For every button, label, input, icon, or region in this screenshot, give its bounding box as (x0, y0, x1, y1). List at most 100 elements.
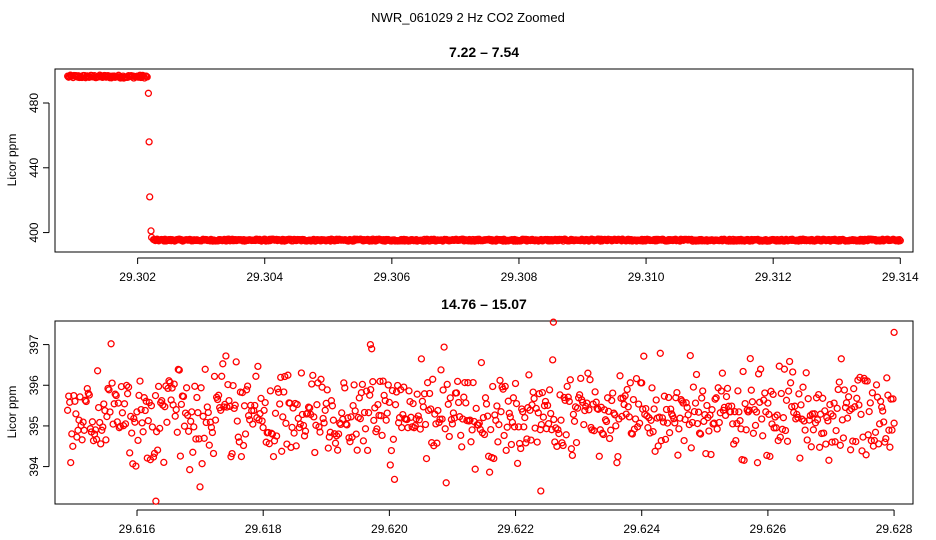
data-point (805, 416, 813, 424)
data-point (840, 386, 849, 394)
x-tick-label: 29.314 (882, 270, 919, 284)
data-point (718, 369, 727, 377)
data-point (550, 415, 558, 424)
data-point (176, 452, 185, 460)
data-point (872, 381, 881, 389)
data-point (295, 423, 303, 432)
data-point (494, 438, 502, 446)
data-point (188, 408, 196, 416)
data-point (851, 403, 859, 411)
data-point (350, 381, 358, 389)
data-point (813, 416, 822, 424)
data-point (822, 440, 830, 448)
data-point (769, 390, 777, 399)
data-point (830, 399, 838, 407)
data-point (761, 389, 769, 397)
data-point (784, 387, 793, 395)
data-point (237, 452, 246, 461)
data-point (68, 430, 76, 438)
data-point (110, 400, 118, 408)
data-point (258, 417, 266, 425)
panel-1-ylabel: Licor ppm (5, 134, 19, 187)
data-point (782, 396, 791, 404)
data-point (815, 443, 824, 451)
data-point (384, 381, 392, 389)
data-point (119, 422, 128, 430)
data-point (712, 394, 720, 402)
data-point (325, 433, 333, 441)
data-point (695, 429, 704, 437)
data-point (347, 413, 355, 421)
data-point (595, 452, 603, 460)
data-point (204, 408, 212, 417)
data-point (464, 379, 472, 387)
data-point (124, 383, 133, 391)
data-point (123, 390, 132, 398)
data-point (564, 393, 572, 401)
data-point (565, 397, 573, 406)
data-point (658, 414, 667, 422)
data-point (79, 418, 87, 426)
data-point (189, 448, 197, 456)
data-point (182, 384, 191, 392)
data-point (172, 405, 180, 414)
data-point (713, 425, 721, 433)
data-point (662, 405, 671, 414)
data-point (282, 419, 290, 427)
data-point (514, 423, 523, 431)
data-point (276, 400, 284, 408)
data-point (642, 404, 650, 413)
data-point (140, 394, 148, 402)
data-point (86, 425, 95, 433)
data-point (554, 425, 562, 434)
data-point (523, 435, 531, 443)
data-point (297, 369, 306, 377)
data-point (278, 447, 286, 455)
data-point (799, 383, 807, 391)
data-point (121, 420, 130, 428)
panel-1-y-axis: 400 440 480 (27, 93, 50, 243)
data-point (559, 441, 567, 450)
data-point (836, 441, 844, 449)
panel-2-x-axis: 29.616 29.618 29.620 29.622 29.624 29.626 29.6… (119, 509, 913, 536)
data-point (367, 385, 375, 394)
data-point (501, 382, 509, 391)
data-point (268, 430, 277, 438)
data-point (511, 379, 520, 388)
data-point (76, 393, 84, 401)
data-point (634, 400, 643, 408)
data-point (487, 425, 495, 434)
data-point (493, 402, 501, 410)
x-tick-label: 29.308 (501, 270, 538, 284)
data-point (507, 440, 516, 449)
data-point (800, 417, 808, 425)
data-point (477, 358, 486, 367)
data-point (886, 443, 894, 451)
data-point (878, 403, 886, 411)
data-point (364, 409, 373, 417)
data-point (798, 415, 806, 423)
data-point (345, 434, 353, 442)
data-point (520, 423, 528, 431)
data-point (842, 399, 851, 407)
data-point (249, 420, 257, 428)
data-point (702, 449, 710, 458)
data-point (175, 366, 183, 374)
data-point (468, 426, 476, 434)
data-point (748, 398, 757, 406)
data-point (247, 401, 255, 410)
data-point (632, 374, 641, 383)
data-point (834, 385, 842, 394)
data-point (413, 390, 421, 398)
data-point (414, 412, 422, 420)
data-point (541, 397, 550, 406)
data-point (479, 413, 488, 422)
data-point (171, 412, 179, 420)
data-point (197, 384, 205, 392)
data-point (359, 437, 368, 445)
data-point (69, 442, 77, 450)
data-point (266, 387, 275, 395)
data-point (383, 409, 391, 417)
data-point (224, 380, 232, 389)
data-point (480, 430, 489, 439)
